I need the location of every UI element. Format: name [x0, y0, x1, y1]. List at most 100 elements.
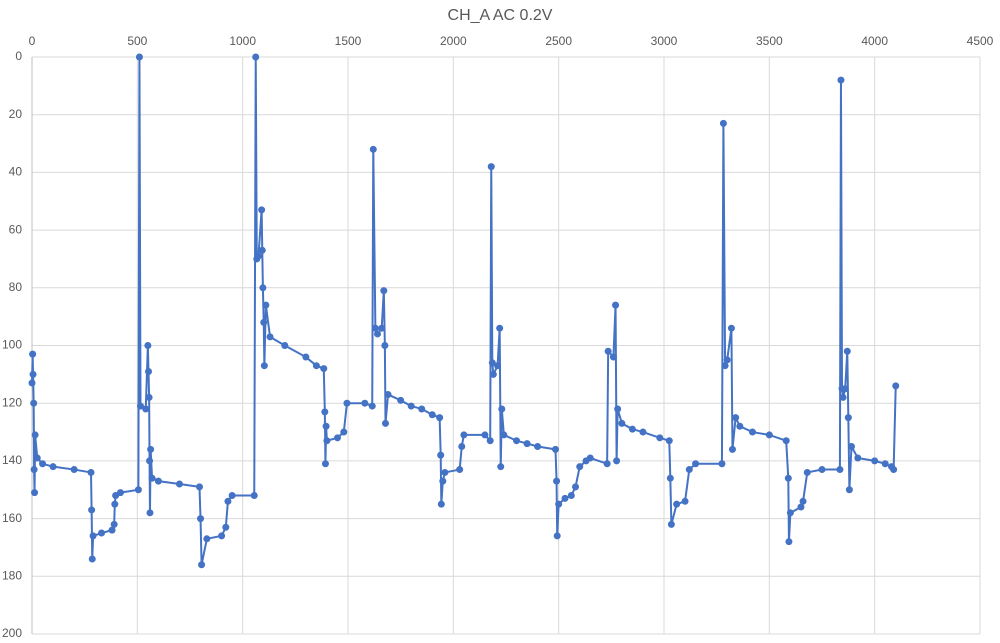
- y-tick-label: 120: [2, 395, 22, 409]
- data-point: [218, 532, 226, 540]
- data-point: [890, 466, 898, 474]
- data-point: [441, 468, 449, 476]
- y-tick-label: 100: [2, 338, 22, 352]
- data-point: [567, 492, 575, 500]
- data-point: [262, 301, 270, 309]
- data-point: [845, 486, 853, 494]
- data-point: [70, 466, 78, 474]
- data-point: [144, 367, 152, 375]
- data-point: [260, 318, 268, 326]
- data-point: [481, 431, 489, 439]
- data-point: [628, 425, 636, 433]
- data-point: [397, 396, 405, 404]
- data-point: [258, 206, 266, 214]
- data-point: [29, 350, 37, 358]
- data-point: [144, 342, 152, 349]
- data-point: [488, 359, 496, 367]
- data-point: [799, 497, 807, 505]
- data-point: [656, 434, 664, 442]
- data-point: [98, 529, 106, 537]
- data-point: [843, 347, 851, 355]
- x-tick-label: 3000: [651, 34, 678, 48]
- data-point: [381, 419, 389, 427]
- data-point: [361, 399, 369, 407]
- data-point: [321, 408, 329, 416]
- data-point: [603, 460, 611, 468]
- data-point: [881, 460, 889, 468]
- data-point: [224, 497, 232, 505]
- data-point: [110, 520, 118, 528]
- data-point: [111, 500, 119, 508]
- data-point: [418, 405, 426, 413]
- data-point: [721, 362, 729, 370]
- y-tick-label: 60: [9, 222, 23, 236]
- data-point: [854, 454, 862, 462]
- data-point: [784, 474, 792, 482]
- data-point: [343, 399, 351, 407]
- data-point: [147, 445, 155, 453]
- data-point: [88, 506, 96, 514]
- data-point: [260, 362, 268, 370]
- data-point: [497, 463, 505, 471]
- x-tick-label: 1000: [229, 34, 256, 48]
- data-point: [320, 365, 328, 373]
- y-tick-label: 20: [9, 107, 23, 121]
- data-point: [639, 428, 647, 436]
- data-point: [146, 457, 154, 465]
- data-point: [534, 442, 542, 450]
- data-point: [384, 391, 392, 399]
- data-point: [142, 405, 150, 413]
- data-point: [28, 379, 36, 387]
- y-tick-label: 200: [2, 626, 22, 640]
- data-point: [439, 477, 447, 485]
- data-point: [552, 445, 560, 453]
- data-point: [458, 442, 466, 450]
- data-point: [803, 468, 811, 476]
- data-point: [561, 494, 569, 502]
- data-point: [719, 119, 727, 127]
- y-tick-label: 140: [2, 453, 22, 467]
- data-point: [847, 442, 855, 450]
- data-point: [381, 342, 389, 349]
- data-point: [498, 405, 506, 413]
- data-point: [748, 428, 756, 436]
- data-point: [154, 477, 162, 485]
- y-tick-label: 40: [9, 165, 23, 179]
- data-point: [614, 405, 622, 413]
- data-point: [252, 53, 260, 61]
- chart-title: CH_A AC 0.2V: [448, 7, 553, 24]
- data-point: [437, 451, 445, 459]
- data-point: [116, 489, 124, 497]
- data-point: [844, 414, 852, 422]
- data-point: [258, 246, 266, 254]
- x-tick-label: 4000: [861, 34, 888, 48]
- data-point: [322, 422, 330, 430]
- data-point: [723, 356, 731, 364]
- data-point: [108, 526, 116, 534]
- data-point: [718, 460, 726, 468]
- data-point: [198, 561, 206, 569]
- data-point: [371, 324, 379, 332]
- y-tick-label: 160: [2, 511, 22, 525]
- data-point: [135, 53, 143, 61]
- data-point: [555, 500, 563, 508]
- x-tick-label: 0: [29, 34, 36, 48]
- data-point: [49, 463, 57, 471]
- data-point: [175, 480, 183, 488]
- data-point: [333, 434, 341, 442]
- data-point: [428, 411, 436, 419]
- data-point: [407, 402, 415, 410]
- data-point: [553, 477, 561, 485]
- data-point: [496, 324, 504, 332]
- data-point: [576, 463, 584, 471]
- data-point: [437, 500, 445, 508]
- x-tick-label: 3500: [756, 34, 783, 48]
- data-point: [685, 466, 693, 474]
- data-point: [692, 460, 700, 468]
- data-point: [785, 538, 793, 546]
- data-point: [487, 163, 495, 171]
- data-point: [666, 474, 674, 482]
- data-point: [312, 362, 320, 370]
- data-point: [136, 402, 144, 410]
- data-point: [29, 370, 37, 378]
